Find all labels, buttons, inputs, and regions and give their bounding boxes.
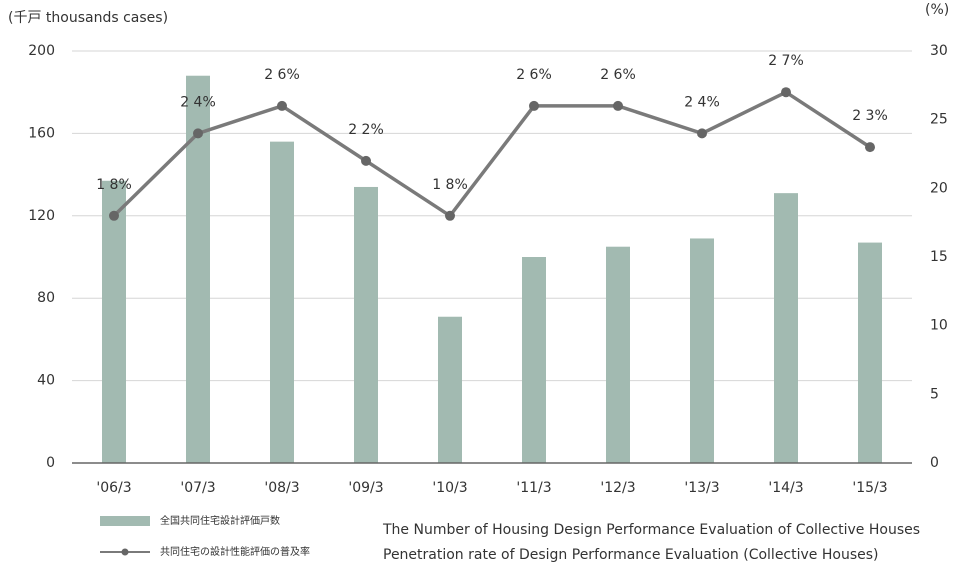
y-tick-label: 80 <box>37 290 55 306</box>
y-tick-label: 200 <box>28 43 55 59</box>
y-tick-label: 0 <box>46 455 55 471</box>
y2-tick-label: 25 <box>930 112 948 128</box>
x-tick-label: '15/3 <box>852 480 887 496</box>
bar <box>774 193 798 463</box>
line-marker <box>109 210 119 221</box>
bar <box>354 186 378 463</box>
data-label: 1 8% <box>432 177 468 193</box>
data-label: 2 2% <box>348 122 384 138</box>
legend-description: The Number of Housing Design Performance… <box>382 522 920 538</box>
y2-tick-label: 0 <box>930 455 939 471</box>
line-marker <box>781 87 791 98</box>
x-tick-label: '09/3 <box>348 480 383 496</box>
x-tick-label: '10/3 <box>432 480 467 496</box>
y2-tick-label: 30 <box>930 43 948 59</box>
bar <box>102 180 126 463</box>
line-marker <box>865 142 875 153</box>
line-marker <box>193 128 203 139</box>
x-tick-label: '07/3 <box>180 480 215 496</box>
line-marker <box>445 210 455 221</box>
bar <box>270 141 294 463</box>
line-marker <box>277 100 287 111</box>
bar <box>858 242 882 463</box>
data-label: 2 6% <box>264 67 300 83</box>
data-label: 2 3% <box>852 108 888 124</box>
line <box>112 90 871 219</box>
x-tick-label: '13/3 <box>684 480 719 496</box>
data-label: 2 4% <box>684 94 720 110</box>
y2-tick-label: 20 <box>930 180 948 196</box>
y-axis-title: (千戸 thousands cases) <box>8 10 168 26</box>
line-marker <box>613 100 623 111</box>
legend-label: 共同住宅の設計性能評価の普及率 <box>160 545 310 558</box>
line-marker <box>529 100 539 111</box>
x-tick-label: '14/3 <box>768 480 803 496</box>
line-marker <box>361 155 371 166</box>
x-tick-label: '06/3 <box>96 480 131 496</box>
bar <box>438 316 462 463</box>
legend-swatch <box>100 516 150 526</box>
y2-axis-title: (%) <box>925 2 949 18</box>
x-tick-label: '11/3 <box>516 480 551 496</box>
data-label: 2 6% <box>516 67 552 83</box>
bar <box>606 246 630 463</box>
data-label: 1 8% <box>96 177 132 193</box>
y2-tick-label: 15 <box>930 249 948 265</box>
legend-label: 全国共同住宅設計評価戸数 <box>160 514 280 527</box>
y-tick-label: 120 <box>28 208 55 224</box>
legend-description: Penetration rate of Design Performance E… <box>383 547 879 563</box>
x-tick-label: '12/3 <box>600 480 635 496</box>
line-marker <box>697 128 707 139</box>
legend-swatch <box>121 548 129 556</box>
y-tick-label: 40 <box>37 373 55 389</box>
bar <box>690 238 714 463</box>
data-label: 2 6% <box>600 67 636 83</box>
data-label: 2 7% <box>768 53 804 69</box>
y-tick-label: 160 <box>28 125 55 141</box>
bar <box>522 257 546 463</box>
y2-tick-label: 10 <box>930 318 948 334</box>
x-tick-label: '08/3 <box>264 480 299 496</box>
y2-tick-label: 5 <box>930 386 939 402</box>
data-label: 2 4% <box>180 94 216 110</box>
